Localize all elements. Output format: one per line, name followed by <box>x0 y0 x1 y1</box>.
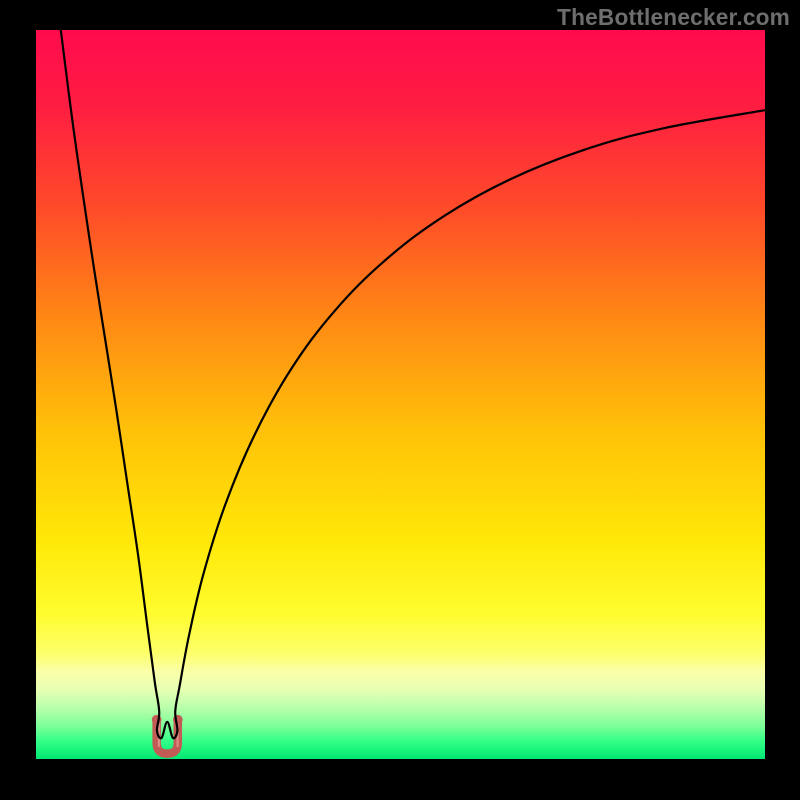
plot-background <box>36 30 765 759</box>
watermark-text: TheBottlenecker.com <box>557 4 790 31</box>
chart-stage <box>0 0 800 800</box>
bottleneck-chart <box>0 0 800 800</box>
